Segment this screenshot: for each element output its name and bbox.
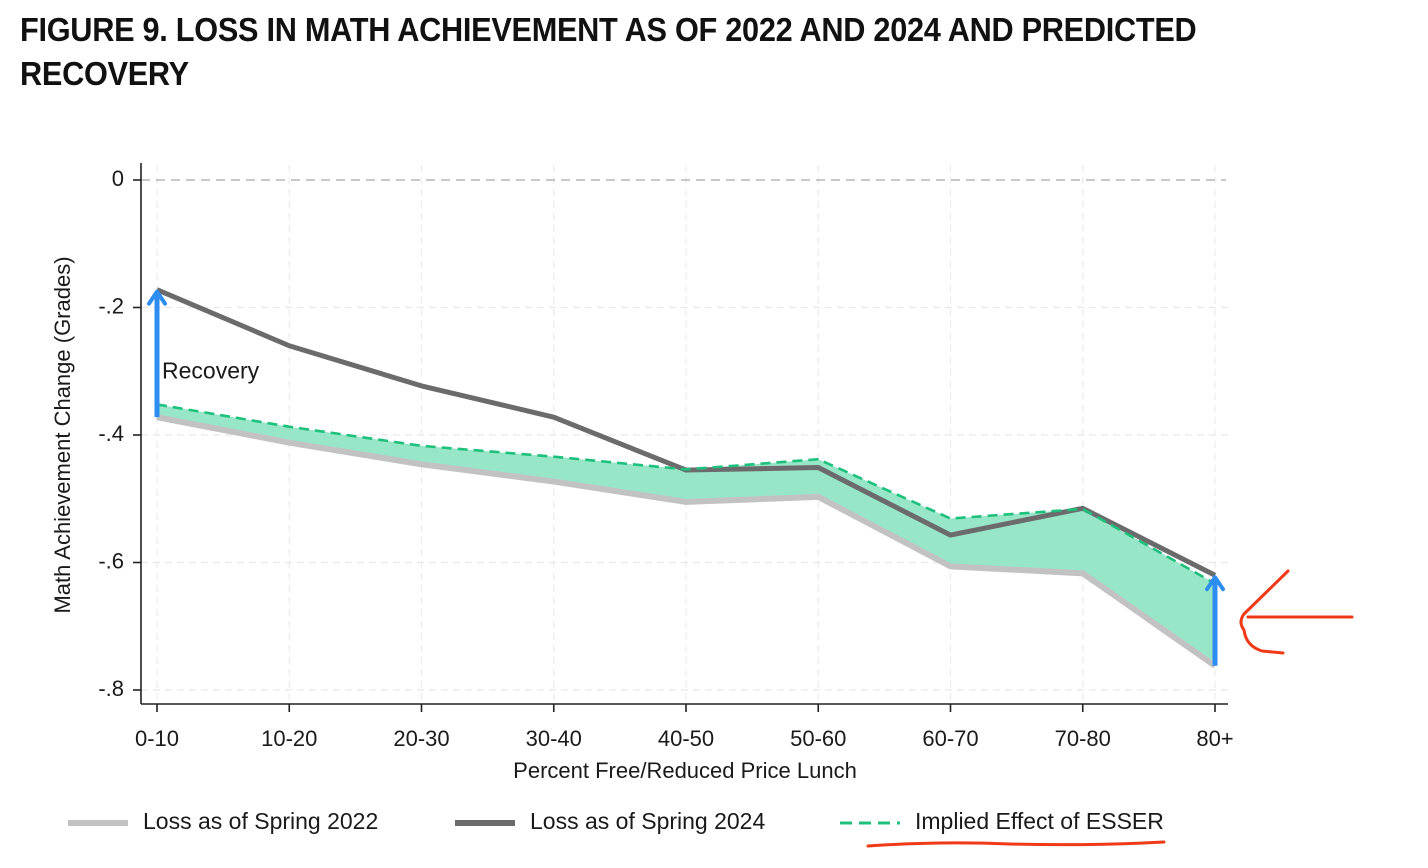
x-tick-label: 40-50 <box>658 726 714 751</box>
esser-effect-area <box>157 404 1215 666</box>
hand-drawn-markup <box>866 569 1354 848</box>
x-tick-label: 0-10 <box>135 726 179 751</box>
red-underline <box>866 840 1166 848</box>
y-tick-label: -.6 <box>98 548 124 573</box>
area-layer <box>157 404 1215 666</box>
y-tick-label: -.8 <box>98 676 124 701</box>
figure-title: FIGURE 9. LOSS IN MATH ACHIEVEMENT AS OF… <box>20 11 1197 92</box>
red-arrow-head-upper <box>1242 569 1290 616</box>
x-tick-label: 80+ <box>1196 726 1233 751</box>
recovery-label: Recovery <box>162 358 260 384</box>
red-arrow-bracket <box>1239 612 1285 655</box>
series-layer <box>156 287 1217 669</box>
series-line-3 <box>156 403 1216 585</box>
legend: Loss as of Spring 2022 Loss as of Spring … <box>68 808 1164 834</box>
x-tick-label: 10-20 <box>261 726 317 751</box>
x-tick-label: 20-30 <box>393 726 449 751</box>
y-tick-label: -.4 <box>98 421 124 446</box>
annotation-layer: Recovery <box>147 289 1225 666</box>
legend-label-2: Loss as of Spring 2024 <box>530 808 765 834</box>
x-tick-label: 30-40 <box>526 726 582 751</box>
axes-layer: 0 -.2 -.4 -.6 -.8 0-10 10-20 20-30 30-40 40-50 50-… <box>50 163 1234 783</box>
recovery-arrow-head <box>1205 575 1225 592</box>
x-axis-label: Percent Free/Reduced Price Lunch <box>513 758 857 783</box>
y-axis-label: Math Achievement Change (Grades) <box>50 256 75 613</box>
legend-label-1: Loss as of Spring 2022 <box>143 808 378 834</box>
y-tick-label: 0 <box>112 166 124 191</box>
y-tick-label: -.2 <box>98 293 124 318</box>
x-tick-label: 60-70 <box>922 726 978 751</box>
series-line-1 <box>156 414 1217 669</box>
recovery-arrow-head <box>147 289 167 306</box>
grid-layer <box>141 165 1228 702</box>
x-tick-label: 70-80 <box>1055 726 1111 751</box>
legend-label-3: Implied Effect of ESSER <box>915 808 1164 834</box>
x-tick-label: 50-60 <box>790 726 846 751</box>
